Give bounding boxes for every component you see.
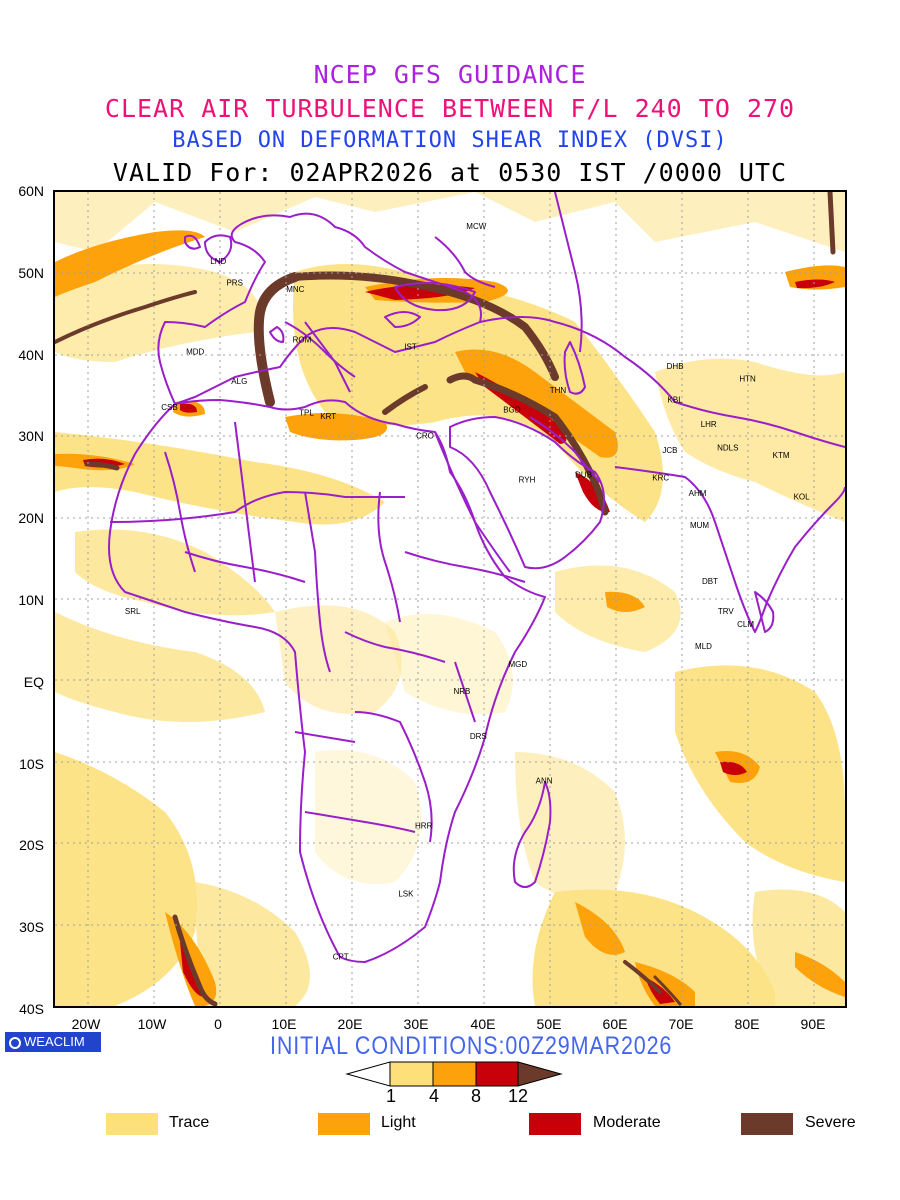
lat-label: 40S: [19, 1001, 44, 1017]
chart-title: NCEP GFS GUIDANCE: [313, 60, 587, 89]
severe-jets: [55, 192, 836, 1006]
city-label-ktm: KTM: [773, 451, 790, 460]
turbulence-map: MCW LND PRS MNC ROM MDD IST ALG CSB TPL KRT CRO BGD T…: [53, 190, 847, 1008]
lat-label: 10S: [19, 756, 44, 772]
colorbar: [345, 1061, 563, 1087]
legend-swatch-trace: [106, 1113, 158, 1135]
city-label-ann: ANN: [536, 777, 553, 786]
lat-label: EQ: [23, 674, 44, 690]
city-label-trv: TRV: [718, 607, 735, 616]
legend-swatch-severe: [741, 1113, 793, 1135]
lon-label: 70E: [668, 1016, 694, 1032]
legend-label-light: Light: [381, 1114, 416, 1131]
initial-conditions: INITIAL CONDITIONS:00Z29MAR2026: [270, 1032, 673, 1060]
graticule: [55, 192, 845, 1006]
city-label-lnd: LND: [210, 257, 226, 266]
city-label-mgd: MGD: [508, 660, 527, 669]
lon-label: 60E: [602, 1016, 628, 1032]
legend-label-trace: Trace: [169, 1114, 210, 1131]
colorbar-moderate: [475, 1061, 519, 1087]
colorbar-light: [432, 1061, 477, 1087]
colorbar-tick: 12: [507, 1086, 529, 1106]
valid-time: VALID For: 02APR2026 at 0530 IST /0000 U…: [112, 158, 788, 187]
city-label-ndls: NDLS: [717, 444, 738, 453]
lon-label: 10E: [271, 1016, 297, 1032]
logo-icon: [9, 1037, 21, 1049]
city-label-mnc: MNC: [286, 285, 304, 294]
lat-label: 60N: [18, 183, 44, 199]
legend-label-moderate: Moderate: [593, 1114, 661, 1131]
colorbar-tick: 8: [470, 1086, 481, 1106]
lat-label: 50N: [18, 265, 44, 281]
city-label-krc: KRC: [652, 474, 669, 483]
city-label-lsk: LSK: [398, 890, 414, 899]
city-label-ryh: RYH: [519, 475, 536, 484]
city-label-dub: DUB: [575, 471, 592, 480]
lon-label: 50E: [536, 1016, 562, 1032]
coastlines: [108, 192, 845, 963]
lon-label: 90E: [800, 1016, 826, 1032]
city-label-mum: MUM: [690, 521, 709, 530]
city-label-dbt: DBT: [702, 577, 718, 586]
city-label-bgd: BGD: [503, 405, 521, 414]
colorbar-trace: [389, 1061, 434, 1087]
lat-label: 40N: [18, 347, 44, 363]
lon-label: 80E: [734, 1016, 760, 1032]
city-label-rom: ROM: [293, 335, 312, 344]
colorbar-tick: 1: [385, 1086, 396, 1106]
logo-text: WEACLIM: [24, 1034, 85, 1049]
trace-areas: [55, 192, 845, 1006]
city-label-alg: ALG: [231, 377, 247, 386]
legend-swatch-moderate: [529, 1113, 581, 1135]
city-label-csb: CSB: [161, 403, 177, 412]
city-label-mld: MLD: [695, 642, 712, 651]
city-label-jcb: JCB: [662, 446, 677, 455]
city-label-htn: HTN: [739, 374, 756, 383]
city-label-cro: CRO: [416, 431, 434, 440]
city-label-thn: THN: [550, 386, 567, 395]
city-label-cpt: CPT: [333, 952, 349, 961]
lon-label: 40E: [470, 1016, 496, 1032]
city-markers: MCW LND PRS MNC ROM MDD IST ALG CSB TPL KRT CRO BGD T…: [125, 222, 810, 961]
legend-label-severe: Severe: [805, 1114, 856, 1131]
city-label-kol: KOL: [794, 492, 811, 501]
colorbar-min-arrow: [345, 1061, 391, 1087]
index-description: BASED ON DEFORMATION SHEAR INDEX (DVSI): [172, 128, 728, 153]
lat-label: 20S: [19, 837, 44, 853]
city-label-mcw: MCW: [466, 222, 486, 231]
city-label-prs: PRS: [226, 278, 242, 287]
lon-label: 0: [214, 1016, 222, 1032]
legend-swatch-light: [318, 1113, 370, 1135]
lon-label: 30E: [403, 1016, 429, 1032]
city-label-ahm: AHM: [689, 489, 707, 498]
lat-label: 30S: [19, 919, 44, 935]
lon-label: 20E: [337, 1016, 363, 1032]
chart-subtitle: CLEAR AIR TURBULENCE BETWEEN F/L 240 TO …: [104, 94, 796, 123]
city-label-mdd: MDD: [186, 348, 204, 357]
colorbar-tick: 4: [428, 1086, 439, 1106]
city-label-tpl: TPL: [299, 409, 314, 418]
city-label-dhb: DHB: [667, 362, 684, 371]
weaclim-logo: WEACLIM: [5, 1032, 101, 1052]
city-label-drs: DRS: [470, 732, 487, 741]
lat-label: 30N: [18, 428, 44, 444]
lon-label: 20W: [71, 1016, 101, 1032]
city-label-lhr: LHR: [701, 420, 717, 429]
lon-label: 10W: [137, 1016, 167, 1032]
city-label-srl: SRL: [125, 607, 141, 616]
city-label-clm: CLM: [737, 620, 754, 629]
city-label-nrb: NRB: [453, 687, 470, 696]
lat-label: 10N: [18, 592, 44, 608]
city-label-hrr: HRR: [415, 821, 433, 830]
city-label-kbl: KBL: [668, 396, 684, 405]
colorbar-severe: [517, 1061, 563, 1087]
map-canvas: MCW LND PRS MNC ROM MDD IST ALG CSB TPL KRT CRO BGD T…: [55, 192, 845, 1006]
city-label-ist: IST: [404, 343, 417, 352]
city-label-krt: KRT: [320, 412, 336, 421]
lat-label: 20N: [18, 510, 44, 526]
